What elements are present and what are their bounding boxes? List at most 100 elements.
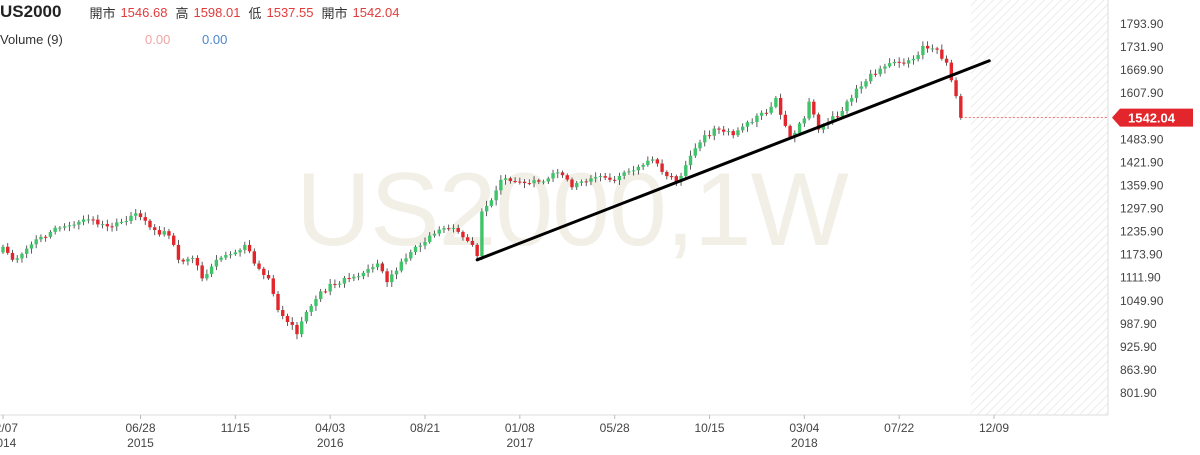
candle[interactable] [318, 291, 323, 300]
candle[interactable] [864, 81, 868, 87]
candle[interactable] [1, 246, 5, 253]
candle[interactable] [238, 249, 242, 253]
candle[interactable] [579, 181, 584, 183]
candle[interactable] [371, 267, 375, 270]
candle[interactable] [423, 242, 427, 246]
candle[interactable] [622, 172, 626, 176]
candle[interactable] [892, 61, 897, 64]
candle[interactable] [304, 311, 309, 322]
candle[interactable] [465, 237, 470, 241]
candle[interactable] [58, 227, 62, 229]
candle[interactable] [34, 239, 38, 245]
candle[interactable] [366, 269, 370, 273]
candle[interactable] [233, 252, 238, 255]
candle[interactable] [499, 179, 503, 191]
candle[interactable] [129, 215, 133, 222]
candle[interactable] [812, 101, 816, 115]
candle[interactable] [361, 272, 366, 277]
candle[interactable] [257, 263, 261, 269]
candle[interactable] [138, 213, 143, 218]
candle[interactable] [394, 270, 399, 275]
candle[interactable] [707, 135, 712, 137]
candle[interactable] [409, 252, 413, 259]
candle[interactable] [418, 245, 422, 247]
candle[interactable] [442, 228, 446, 230]
candle[interactable] [617, 175, 622, 181]
candle[interactable] [570, 179, 574, 188]
candle[interactable] [81, 219, 86, 222]
candle[interactable] [684, 165, 688, 176]
candle[interactable] [432, 233, 437, 236]
candle[interactable] [575, 182, 579, 188]
candle[interactable] [551, 173, 555, 179]
candle[interactable] [883, 66, 887, 69]
candle[interactable] [646, 160, 650, 165]
candle[interactable] [859, 86, 863, 89]
candle[interactable] [612, 179, 617, 181]
candle[interactable] [783, 114, 788, 126]
candle[interactable] [413, 246, 418, 253]
candle[interactable] [636, 166, 641, 171]
candle[interactable] [480, 211, 484, 257]
candle[interactable] [29, 244, 34, 249]
candle[interactable] [489, 200, 494, 206]
candle[interactable] [869, 73, 873, 82]
candle[interactable] [850, 98, 854, 102]
candle[interactable] [62, 226, 67, 228]
candle[interactable] [698, 142, 702, 149]
candle[interactable] [764, 112, 769, 114]
candle[interactable] [669, 176, 674, 178]
candle[interactable] [404, 258, 408, 262]
candle[interactable] [650, 159, 655, 161]
candle[interactable] [537, 180, 541, 182]
candle[interactable] [100, 224, 105, 226]
candle[interactable] [352, 276, 356, 279]
candle[interactable] [247, 244, 252, 252]
candle[interactable] [67, 225, 72, 227]
candle[interactable] [916, 55, 920, 59]
candle[interactable] [731, 131, 735, 136]
candle[interactable] [219, 257, 223, 260]
candle[interactable] [712, 128, 716, 136]
candle[interactable] [300, 321, 304, 335]
candle[interactable] [214, 259, 219, 267]
candle[interactable] [522, 181, 527, 184]
candle[interactable] [736, 130, 740, 136]
candle[interactable] [124, 221, 128, 223]
candle[interactable] [190, 257, 195, 259]
candle[interactable] [110, 226, 114, 228]
candle[interactable] [162, 231, 166, 235]
candle[interactable] [224, 255, 228, 258]
candle[interactable] [508, 178, 513, 182]
candle[interactable] [399, 261, 403, 271]
candle[interactable] [91, 219, 95, 221]
candle[interactable] [693, 148, 697, 156]
candle[interactable] [897, 61, 901, 63]
candle[interactable] [451, 227, 456, 229]
candle[interactable] [195, 257, 200, 266]
candle[interactable] [878, 68, 882, 75]
candle[interactable] [456, 227, 460, 232]
candle[interactable] [39, 236, 43, 240]
candle[interactable] [688, 155, 693, 166]
candle[interactable] [807, 101, 811, 119]
candle[interactable] [608, 177, 612, 180]
candle[interactable] [769, 106, 773, 113]
candle[interactable] [295, 324, 299, 335]
candle[interactable] [821, 124, 826, 130]
candle[interactable] [759, 112, 764, 116]
candle[interactable] [745, 122, 750, 127]
candle[interactable] [949, 62, 954, 81]
candle[interactable] [584, 181, 588, 183]
candle[interactable] [902, 62, 906, 64]
candle[interactable] [750, 122, 754, 124]
candle[interactable] [461, 231, 465, 238]
candle[interactable] [740, 126, 745, 131]
candle[interactable] [25, 248, 29, 254]
candle[interactable] [134, 213, 138, 216]
candle[interactable] [679, 175, 683, 182]
candle[interactable] [935, 48, 939, 50]
candle[interactable] [10, 252, 15, 260]
candle[interactable] [119, 221, 124, 223]
candle[interactable] [428, 235, 432, 243]
